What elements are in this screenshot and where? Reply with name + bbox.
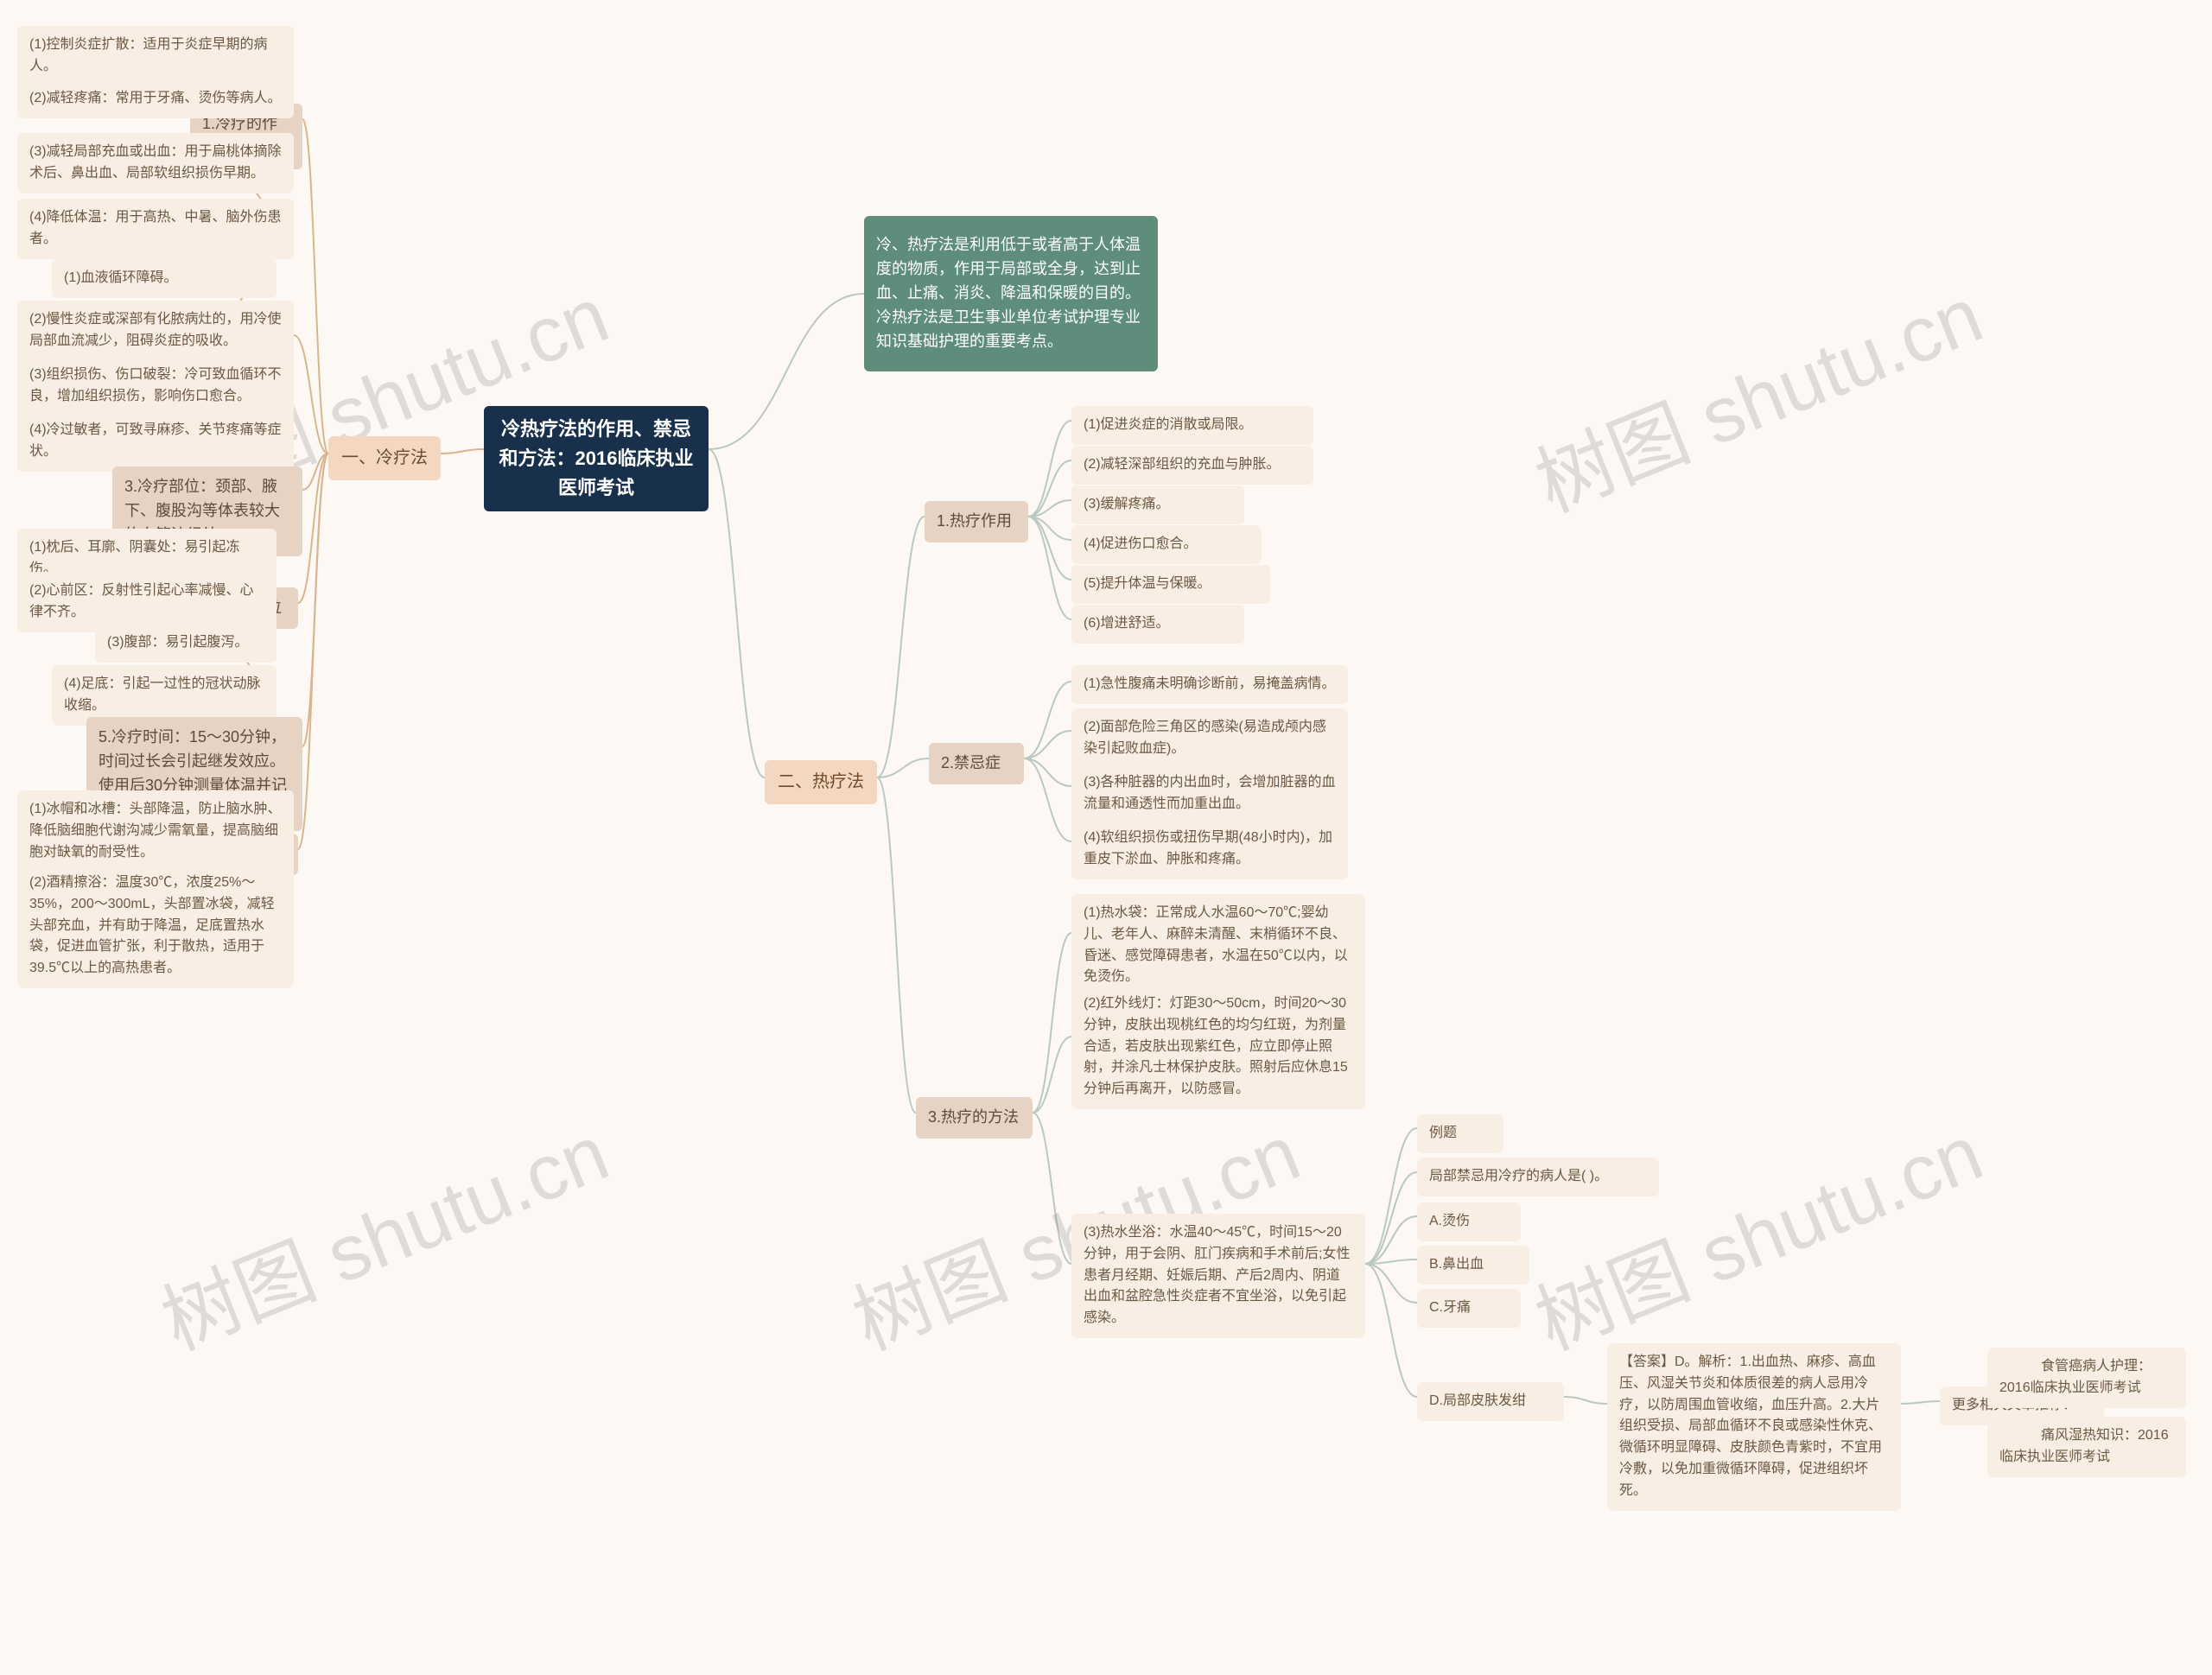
mindmap-node: (1)促进炎症的消散或局限。 xyxy=(1071,406,1313,445)
mindmap-node: (1)急性腹痛未明确诊断前，易掩盖病情。 xyxy=(1071,665,1348,704)
watermark: 树图 shutu.cn xyxy=(143,1091,622,1372)
mindmap-node: (1)血液循环障碍。 xyxy=(52,259,276,298)
watermark: 树图 shutu.cn xyxy=(1517,1091,1996,1372)
mindmap-node: D.局部皮肤发绀 xyxy=(1417,1382,1564,1421)
mindmap-node: (2)慢性炎症或深部有化脓病灶的，用冷使局部血流减少，阻碍炎症的吸收。 xyxy=(17,301,294,361)
mindmap-node: (4)冷过敏者，可致寻麻疹、关节疼痛等症状。 xyxy=(17,411,294,472)
mindmap-node: (3)组织损伤、伤口破裂：冷可致血循环不良，增加组织损伤，影响伤口愈合。 xyxy=(17,356,294,416)
mindmap-node: 冷、热疗法是利用低于或者高于人体温度的物质，作用于局部或全身，达到止血、止痛、消… xyxy=(864,216,1158,371)
watermark: 树图 shutu.cn xyxy=(1517,253,1996,534)
mindmap-node: 痛风湿热知识：2016临床执业医师考试 xyxy=(1987,1417,2186,1477)
mindmap-node: (1)冰帽和冰槽：头部降温，防止脑水肿、降低脑细胞代谢沟减少需氧量，提高脑细胞对… xyxy=(17,790,294,872)
mindmap-node: 冷热疗法的作用、禁忌和方法：2016临床执业医师考试 xyxy=(484,406,709,511)
mindmap-node: (4)软组织损伤或扭伤早期(48小时内)，加重皮下淤血、肿胀和疼痛。 xyxy=(1071,819,1348,879)
mindmap-node: (4)促进伤口愈合。 xyxy=(1071,525,1262,564)
mindmap-node: (2)红外线灯：灯距30～50cm，时间20～30分钟，皮肤出现桃红色的均匀红斑… xyxy=(1071,985,1365,1109)
mindmap-node: (3)各种脏器的内出血时，会增加脏器的血流量和通透性而加重出血。 xyxy=(1071,764,1348,824)
mindmap-node: (1)热水袋：正常成人水温60～70℃;婴幼儿、老年人、麻醉未清醒、末梢循环不良… xyxy=(1071,894,1365,997)
mindmap-node: 2.禁忌症 xyxy=(929,743,1024,784)
mindmap-node: 3.热疗的方法 xyxy=(916,1097,1033,1139)
mindmap-node: (1)控制炎症扩散：适用于炎症早期的病人。 xyxy=(17,26,294,86)
mindmap-node: (4)降低体温：用于高热、中暑、脑外伤患者。 xyxy=(17,199,294,259)
mindmap-node: (2)减轻疼痛：常用于牙痛、烫伤等病人。 xyxy=(17,79,294,118)
mindmap-node: 二、热疗法 xyxy=(765,760,877,804)
mindmap-node: (5)提升体温与保暖。 xyxy=(1071,565,1270,604)
mindmap-node: 1.热疗作用 xyxy=(925,501,1028,542)
mindmap-node: (2)减轻深部组织的充血与肿胀。 xyxy=(1071,446,1313,485)
mindmap-node: (2)面部危险三角区的感染(易造成颅内感染引起败血症)。 xyxy=(1071,708,1348,769)
mindmap-node: 食管癌病人护理：2016临床执业医师考试 xyxy=(1987,1348,2186,1408)
mindmap-node: (6)增进舒适。 xyxy=(1071,605,1244,644)
mindmap-node: B.鼻出血 xyxy=(1417,1246,1529,1285)
mindmap-node: 局部禁忌用冷疗的病人是( )。 xyxy=(1417,1158,1659,1196)
mindmap-node: (2)酒精擦浴：温度30℃，浓度25%～35%，200～300mL，头部置冰袋，… xyxy=(17,864,294,988)
mindmap-node: (3)腹部：易引起腹泻。 xyxy=(95,624,276,663)
mindmap-node: 【答案】D。解析：1.出血热、麻疹、高血压、风湿关节炎和体质很差的病人忌用冷疗，… xyxy=(1607,1343,1901,1511)
mindmap-node: 例题 xyxy=(1417,1114,1503,1153)
mindmap-node: 一、冷疗法 xyxy=(328,436,441,480)
mindmap-node: C.牙痛 xyxy=(1417,1289,1521,1328)
mindmap-node: (3)热水坐浴：水温40～45℃，时间15～20分钟，用于会阴、肛门疾病和手术前… xyxy=(1071,1214,1365,1338)
mindmap-node: (3)减轻局部充血或出血：用于扁桃体摘除术后、鼻出血、局部软组织损伤早期。 xyxy=(17,133,294,194)
mindmap-node: A.烫伤 xyxy=(1417,1202,1521,1241)
mindmap-node: (3)缓解疼痛。 xyxy=(1071,485,1244,524)
